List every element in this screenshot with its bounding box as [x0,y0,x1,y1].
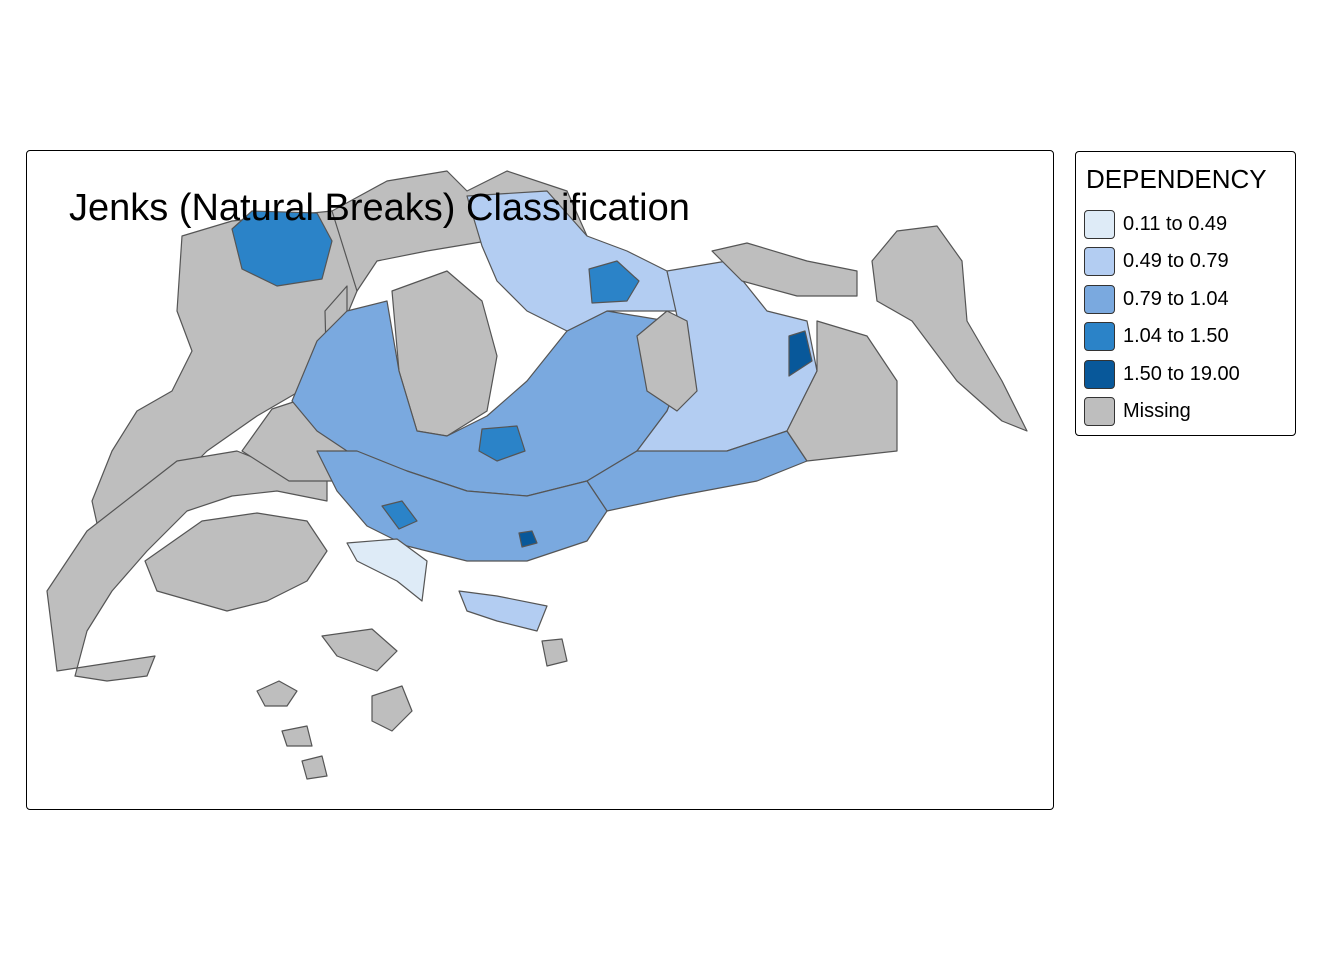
legend-label: 0.11 to 0.49 [1123,212,1228,235]
island-southern-4 [281,725,313,747]
legend-item: 1.50 to 19.00 [1084,357,1240,391]
planning-area-missing-northeast-strip [636,310,698,412]
planning-area-missing-southwest [46,450,328,682]
planning-area-class-5-northeast [788,330,813,377]
island-pulau-ubin [711,242,858,297]
legend-item: 0.11 to 0.49 [1084,207,1227,241]
legend-label: 0.49 to 0.79 [1123,249,1229,272]
island-pulau-tekong [871,225,1028,432]
legend-swatch [1084,396,1115,426]
legend-swatch [1084,284,1115,314]
planning-area-class-4-central [478,425,526,462]
map-panel: Jenks (Natural Breaks) Classification [26,150,1054,810]
legend-item: 0.49 to 0.79 [1084,244,1229,278]
planning-area-class-1-south-coast [346,538,428,602]
legend-label: 1.50 to 19.00 [1123,362,1240,385]
choropleth-map [46,170,1028,780]
legend-item: 1.04 to 1.50 [1084,319,1229,353]
legend: DEPENDENCY 0.11 to 0.49 0.49 to 0.79 0.7… [1075,151,1296,436]
planning-area-class-3-south [316,450,608,562]
legend-swatch [1084,359,1115,389]
island-southern-3 [321,628,398,672]
island-southern-6 [541,638,568,667]
island-southern-2 [371,685,413,732]
legend-label: 1.04 to 1.50 [1123,324,1229,347]
planning-area-class-4-southwest [381,500,418,530]
planning-area-missing-jurong-island [144,512,328,612]
island-southern-5 [301,755,328,780]
planning-area-class-5-south [518,530,538,548]
legend-swatch [1084,321,1115,351]
legend-swatch [1084,209,1115,239]
planning-area-missing-east [786,320,898,462]
planning-area-class-4-northwest [231,210,333,287]
legend-label: Missing [1123,399,1191,422]
legend-item: 0.79 to 1.04 [1084,282,1229,316]
map-title: Jenks (Natural Breaks) Classification [69,187,690,229]
legend-swatch [1084,246,1115,276]
planning-area-class-2-sentosa [458,590,548,632]
island-southern-1 [256,680,298,707]
legend-label: 0.79 to 1.04 [1123,287,1229,310]
planning-area-class-4-north [588,260,640,304]
legend-item: Missing [1084,394,1191,428]
legend-title: DEPENDENCY [1086,164,1267,194]
